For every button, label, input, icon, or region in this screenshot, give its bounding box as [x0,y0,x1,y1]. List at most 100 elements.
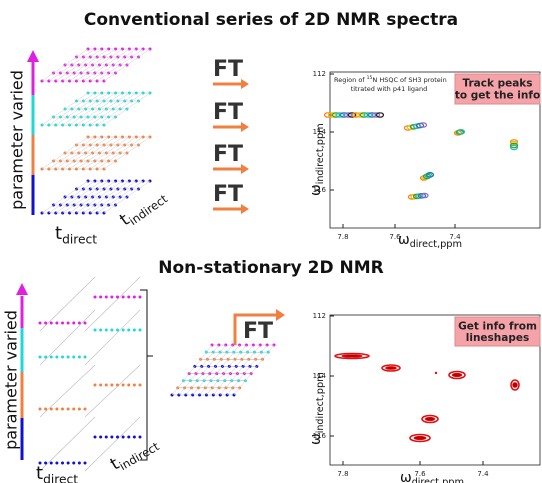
subscript: direct [62,232,97,246]
peak [355,112,365,118]
subscript-label: tdirect [55,223,97,246]
symbol: ω [398,232,410,248]
axis-label: parameter varied [2,310,21,450]
slice-diagonal [39,276,96,332]
peak [385,366,397,370]
plane-line [213,344,254,396]
plane-line [62,180,109,214]
x-tick-label: 7.4 [449,233,461,241]
slice-dot [38,407,42,411]
slice-dot [127,435,131,439]
slice-dot [110,328,114,332]
slice-dot [49,407,53,411]
slice-dot [38,321,42,325]
peak [347,112,357,118]
y-tick-label: 116 [313,186,327,194]
subscript-label: ωindirect,ppm [308,123,326,196]
plane-line [41,92,89,126]
slice-dot [93,295,97,299]
peak [448,370,466,380]
peak [409,433,431,443]
ft-arrow-head [241,204,249,214]
plane-line [55,136,102,170]
slice-diagonal [84,309,141,366]
subscript-label: tindirect [107,432,162,476]
plane-line [55,180,102,214]
plane-line [103,136,151,170]
plane-line [48,136,96,170]
plane-line [233,344,275,396]
slice-dot [127,295,131,299]
slice-diagonal [84,416,141,472]
slice-dot [61,461,64,465]
peak [381,364,401,372]
slice-dot [99,435,103,439]
slice-dot [55,321,59,325]
subscript: direct [412,477,439,483]
ft-arrow-head [276,309,285,321]
x-tick-label: 7.8 [337,470,348,478]
subscript: indirect [315,148,326,184]
y-tick-label: 114 [313,128,327,136]
slice-dot [83,407,87,411]
ft-arrow-head [241,79,249,89]
ft-label: FT [213,142,243,167]
plane-line [62,48,109,82]
slice-dot [49,321,53,325]
axis-arrow-head [16,283,28,295]
caption-text: N HSQC of SH3 protein [372,76,446,84]
plane-line [171,344,213,396]
peak [375,112,385,118]
y-tick-label: 112 [313,70,326,78]
subscript-label: ωdirect,ppm [400,470,464,483]
slice-dot [121,295,125,299]
slice-dot [44,461,48,465]
peak [512,382,518,388]
bracket [140,289,153,461]
slice-dot [93,383,97,387]
plane-line [69,92,116,126]
slice-dot [83,355,87,359]
plane-line [41,48,89,82]
plane-line [96,92,144,126]
slice-dot [99,383,103,387]
slice-dot [127,383,131,387]
peak [331,112,341,118]
plane-line [76,180,123,214]
slice-dot [66,321,70,325]
plane-line [103,92,151,126]
spectrum-caption: Region of 15N HSQC of SH3 protein [334,75,447,85]
ft-arrow-head [241,122,249,132]
slice-dot [132,435,136,439]
plane-line [90,92,137,126]
plane-line [48,180,96,214]
x-tick-label: 7.6 [414,470,426,478]
peak [323,112,333,118]
callout-text: Track peaks [462,78,532,90]
slice-dot [132,383,136,387]
slice-dot [55,355,59,359]
slice-dot [72,461,76,465]
subscript-label: ωindirect,ppm [308,372,326,445]
plane-line [69,180,116,214]
peak [420,192,429,199]
spectrum-frame [329,71,541,229]
slice-dot [66,407,70,411]
peak [510,379,520,391]
plane-line [48,92,96,126]
slice-dot [44,355,48,359]
plane-line [96,48,144,82]
peak [456,129,466,135]
subscript: direct [410,239,437,250]
slice-dot [55,407,59,411]
y-tick-label: 114 [313,372,327,380]
peak [351,112,361,118]
slice-dot [138,295,142,299]
peak [413,435,427,441]
peak [327,112,337,118]
callout-box [454,73,541,105]
slice-dot [110,295,114,299]
spectrum-caption: titrated with p41 ligand [351,85,428,93]
plane-line [220,344,261,396]
